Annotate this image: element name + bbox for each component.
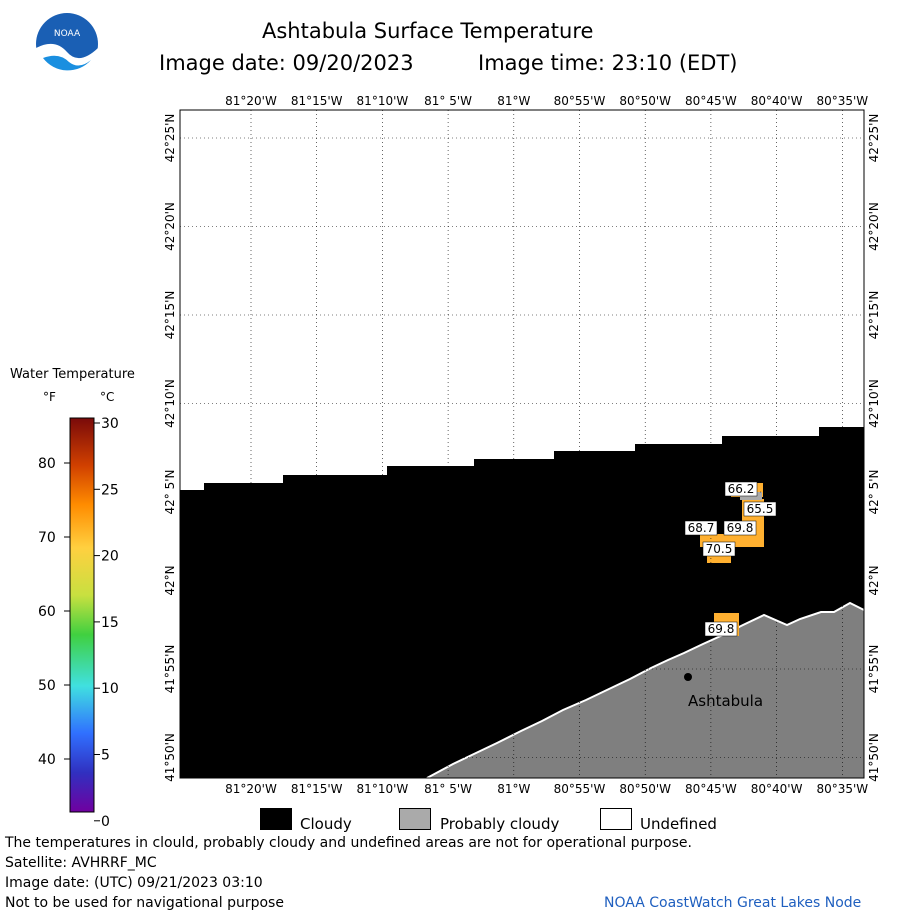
c-tick-label: 0 bbox=[101, 814, 110, 830]
shoreline bbox=[426, 601, 865, 779]
lat-label-right: 42°N bbox=[867, 565, 881, 595]
temp-label: 65.5 bbox=[747, 502, 774, 516]
lat-label-left: 42°10'N bbox=[163, 379, 177, 428]
noaa-logo: NOAA bbox=[36, 13, 98, 76]
lon-label-bottom: 80°55'W bbox=[554, 782, 606, 796]
lon-label-bottom: 80°50'W bbox=[619, 782, 671, 796]
satellite-text: Satellite: AVHRRF_MC bbox=[5, 855, 157, 871]
cloudy-swatch bbox=[260, 808, 292, 830]
probably-cloudy-swatch bbox=[399, 808, 431, 830]
lon-label-top: 81° 5'W bbox=[424, 94, 472, 108]
lon-label-bottom: 81°15'W bbox=[291, 782, 343, 796]
c-tick-label: 5 bbox=[101, 748, 110, 764]
lon-label-top: 81°10'W bbox=[357, 94, 409, 108]
temp-label: 69.8 bbox=[727, 521, 754, 535]
city-label: Ashtabula bbox=[688, 692, 763, 710]
temp-label: 68.7 bbox=[688, 521, 715, 535]
temp-label: 69.8 bbox=[708, 622, 735, 636]
c-tick-label: 10 bbox=[101, 681, 119, 697]
c-tick-label: 25 bbox=[101, 482, 119, 498]
c-tick-label: 20 bbox=[101, 549, 119, 565]
graticule bbox=[180, 110, 864, 778]
lat-label-left: 42°25'N bbox=[163, 114, 177, 163]
colorbar-fill bbox=[69, 417, 95, 813]
noaa-logo-text: NOAA bbox=[54, 29, 81, 39]
lat-label-left: 42°15'N bbox=[163, 291, 177, 340]
f-tick-label: 80 bbox=[38, 456, 56, 472]
lat-label-left: 41°55'N bbox=[163, 645, 177, 694]
nav-warning-text: Not to be used for navigational purpose bbox=[5, 895, 284, 911]
lat-label-left: 42°N bbox=[163, 565, 177, 595]
f-tick-label: 40 bbox=[38, 752, 56, 768]
lon-label-top: 80°45'W bbox=[685, 94, 737, 108]
credit-link[interactable]: NOAA CoastWatch Great Lakes Node bbox=[604, 895, 862, 911]
lon-label-top: 81°20'W bbox=[225, 94, 277, 108]
f-tick-label: 60 bbox=[38, 604, 56, 620]
c-tick-group: 30 25 20 15 10 5 0 bbox=[94, 416, 119, 830]
legend-unit-f: °F bbox=[43, 390, 56, 404]
lon-label-bottom: 80°45'W bbox=[685, 782, 737, 796]
undefined-label: Undefined bbox=[640, 815, 717, 833]
lat-label-right: 42°15'N bbox=[867, 291, 881, 340]
cloudy-label: Cloudy bbox=[300, 815, 352, 833]
lat-label-left: 42°20'N bbox=[163, 202, 177, 251]
temp-label-group: 66.2 65.5 68.7 69.8 70.5 69.8 bbox=[684, 481, 777, 637]
lon-label-bottom: 81°20'W bbox=[225, 782, 277, 796]
c-tick-label: 30 bbox=[101, 416, 119, 432]
lon-label-bottom: 80°35'W bbox=[816, 782, 868, 796]
temp-label: 70.5 bbox=[706, 542, 733, 556]
lon-label-bottom: 81° 5'W bbox=[424, 782, 472, 796]
lon-label-bottom: 81°W bbox=[497, 782, 530, 796]
lat-label-right: 42°20'N bbox=[867, 202, 881, 251]
lat-label-right: 41°55'N bbox=[867, 645, 881, 694]
c-tick-label: 15 bbox=[101, 615, 119, 631]
lon-label-top: 80°55'W bbox=[554, 94, 606, 108]
lat-label-right: 41°50'N bbox=[867, 733, 881, 782]
legend-unit-c: °C bbox=[100, 390, 115, 404]
undefined-swatch bbox=[600, 808, 632, 830]
city-marker bbox=[684, 673, 692, 681]
lon-label-top: 80°35'W bbox=[816, 94, 868, 108]
lon-label-top: 80°50'W bbox=[619, 94, 671, 108]
f-tick-label: 70 bbox=[38, 530, 56, 546]
f-tick-group: 80 70 60 50 40 bbox=[38, 456, 70, 768]
f-tick-label: 50 bbox=[38, 678, 56, 694]
lat-label-right: 42°25'N bbox=[867, 114, 881, 163]
lat-label-right: 42°10'N bbox=[867, 379, 881, 428]
cloud-area bbox=[180, 427, 864, 778]
lon-label-bottom: 81°10'W bbox=[357, 782, 409, 796]
disclaimer-text: The temperatures in clould, probably clo… bbox=[5, 835, 692, 851]
legend-title: Water Temperature bbox=[10, 367, 135, 382]
map-title: Ashtabula Surface Temperature bbox=[262, 19, 594, 43]
lon-label-top: 81°W bbox=[497, 94, 530, 108]
lat-label-left: 42° 5'N bbox=[163, 470, 177, 515]
image-time: Image time: 23:10 (EDT) bbox=[478, 51, 738, 75]
lat-label-left: 41°50'N bbox=[163, 733, 177, 782]
latitude-labels: 42°25'N 42°25'N 42°20'N 42°20'N 42°15'N 42°15… bbox=[163, 114, 881, 782]
longitude-labels: 81°20'W 81°20'W 81°15'W 81°15'W 81°10'W 81°10… bbox=[225, 94, 868, 796]
image-date: Image date: 09/20/2023 bbox=[159, 51, 414, 75]
lat-label-right: 42° 5'N bbox=[867, 470, 881, 515]
map-frame bbox=[179, 109, 865, 779]
lon-label-top: 81°15'W bbox=[291, 94, 343, 108]
lon-label-bottom: 80°40'W bbox=[751, 782, 803, 796]
probably-cloudy-label: Probably cloudy bbox=[440, 815, 560, 833]
temp-label: 66.2 bbox=[728, 482, 755, 496]
lon-label-top: 80°40'W bbox=[751, 94, 803, 108]
temperature-map: 81°20'W 81°20'W 81°15'W 81°15'W 81°10'W 81°10… bbox=[163, 94, 881, 796]
utc-date-text: Image date: (UTC) 09/21/2023 03:10 bbox=[5, 875, 263, 891]
